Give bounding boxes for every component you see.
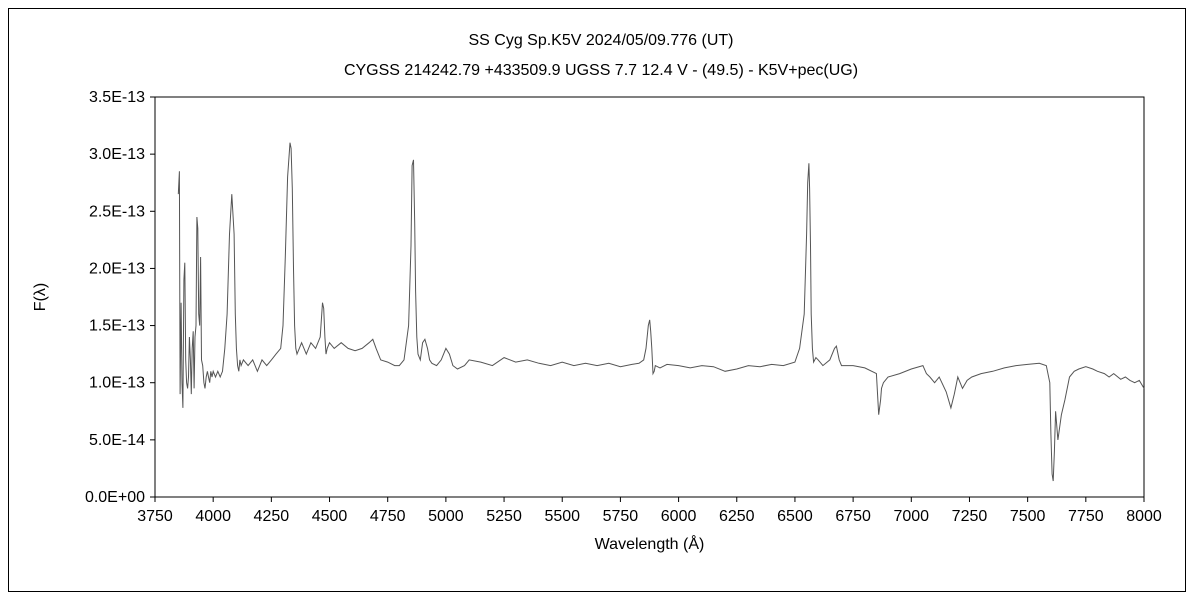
x-tick-label: 7750 (1068, 508, 1104, 525)
x-tick-label: 8000 (1126, 508, 1162, 525)
x-tick-label: 5250 (486, 508, 522, 525)
x-tick-label: 4000 (195, 508, 231, 525)
spectrum-chart: SS Cyg Sp.K5V 2024/05/09.776 (UT) CYGSS … (32, 32, 1162, 553)
x-tick-label: 4250 (254, 508, 290, 525)
x-tick-label: 5000 (428, 508, 464, 525)
x-tick-label: 6000 (661, 508, 697, 525)
x-tick-label: 4500 (312, 508, 348, 525)
y-tick-label: 2.0E-13 (89, 260, 145, 277)
x-axis-label: Wavelength (Å) (595, 534, 705, 553)
y-tick-label: 3.5E-13 (89, 89, 145, 106)
x-tick-label: 6500 (777, 508, 813, 525)
y-tick-label: 5.0E-14 (89, 432, 145, 449)
chart-frame: SS Cyg Sp.K5V 2024/05/09.776 (UT) CYGSS … (8, 8, 1186, 592)
y-axis-label: F(λ) (32, 283, 49, 311)
x-axis: 3750 4000 4250 4500 4750 5000 5250 5500 5750 6000… (137, 497, 1162, 525)
y-tick-label: 1.5E-13 (89, 318, 145, 335)
x-tick-label: 5750 (603, 508, 639, 525)
y-tick-label: 1.0E-13 (89, 375, 145, 392)
x-tick-label: 7000 (893, 508, 929, 525)
x-tick-label: 3750 (137, 508, 173, 525)
plot-area (154, 96, 1145, 498)
y-tick-label: 2.5E-13 (89, 203, 145, 220)
y-tick-label: 0.0E+00 (85, 489, 145, 506)
chart-title: SS Cyg Sp.K5V 2024/05/09.776 (UT) (468, 32, 733, 49)
chart-subtitle: CYGSS 214242.79 +433509.9 UGSS 7.7 12.4 … (344, 62, 858, 79)
x-tick-label: 5500 (544, 508, 580, 525)
x-tick-label: 7500 (1010, 508, 1046, 525)
x-tick-label: 4750 (370, 508, 406, 525)
x-tick-label: 7250 (952, 508, 988, 525)
spectrum-series-line (177, 142, 1145, 482)
y-axis: 0.0E+00 5.0E-14 1.0E-13 1.5E-13 2.0E-13 2.5E-… (85, 89, 155, 506)
x-tick-label: 6250 (719, 508, 755, 525)
y-tick-label: 3.0E-13 (89, 146, 145, 163)
x-tick-label: 6750 (835, 508, 871, 525)
